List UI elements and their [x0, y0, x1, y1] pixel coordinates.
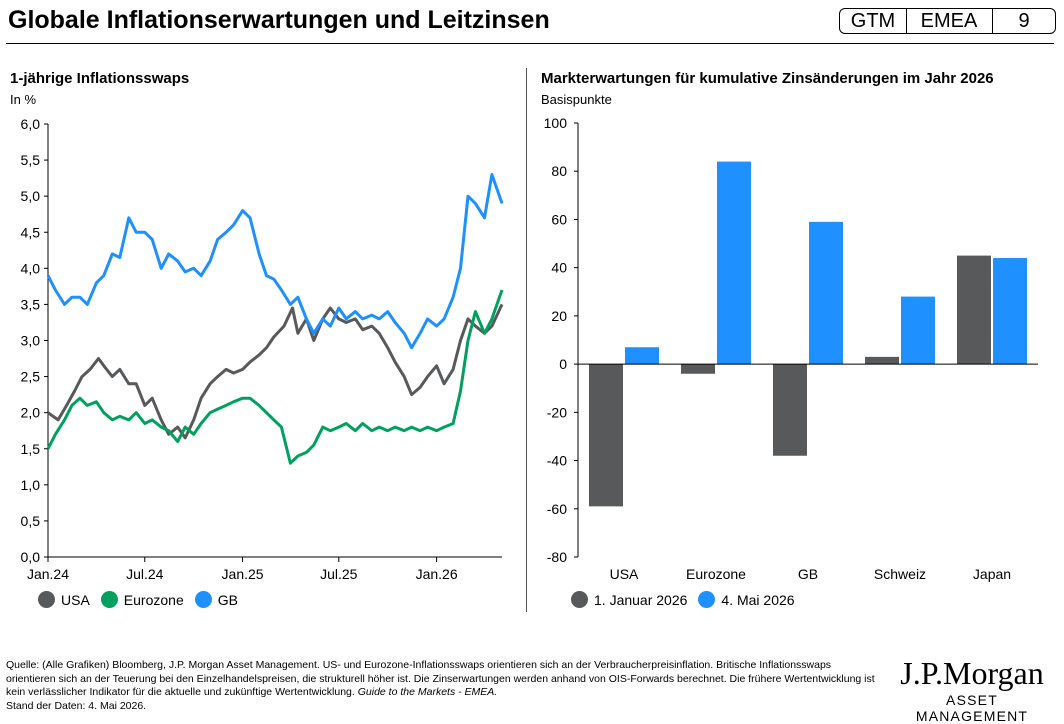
right-chart-title: Markterwartungen für kumulative Zinsände… — [541, 70, 994, 87]
right-y-tick-label: 0 — [559, 356, 567, 372]
left-y-tick-label: 1,5 — [21, 441, 41, 457]
legend-item-jan: 1. Januar 2026 — [571, 591, 687, 608]
legend-swatch-jan — [571, 591, 588, 608]
jpmorgan-logo: J.P.Morgan ASSET MANAGEMENT — [892, 656, 1052, 724]
legend-swatch-gb — [194, 591, 212, 608]
series-line-eurozone — [46, 289, 504, 465]
series-line-gb — [46, 173, 504, 350]
bar-eurozone-may — [717, 161, 751, 365]
footer-date: Stand der Daten: 4. Mai 2026. — [6, 699, 147, 712]
right-x-tick-label: GB — [798, 566, 818, 582]
left-chart-unit: In % — [10, 92, 37, 107]
bar-japan-jan — [957, 255, 991, 365]
badge-gtm: GTM — [839, 8, 907, 34]
bar-gb-jan — [773, 364, 807, 456]
right-x-tick-label: Japan — [973, 566, 1011, 582]
right-y-tick-label: 60 — [551, 211, 567, 227]
logo-wordmark: J.P.Morgan — [900, 655, 1044, 691]
left-y-tick-label: 2,5 — [21, 369, 41, 385]
right-chart-unit: Basispunkte — [541, 92, 612, 107]
legend-item-may: 4. Mai 2026 — [698, 591, 795, 608]
legend-label-may: 4. Mai 2026 — [721, 591, 795, 608]
left-y-tick-label: 3,0 — [21, 333, 41, 349]
left-y-tick-label: 2,0 — [21, 405, 41, 421]
footer-source: Quelle: (Alle Grafiken) Bloomberg, J.P. … — [6, 659, 875, 698]
footer-guide: Guide to the Markets - EMEA. — [357, 686, 498, 698]
right-y-tick-label: 40 — [551, 260, 567, 276]
left-y-tick-label: 4,5 — [21, 224, 41, 240]
footer-notes: Quelle: (Alle Grafiken) Bloomberg, J.P. … — [6, 659, 876, 713]
bar-schweiz-jan — [865, 356, 899, 365]
badge-page-number: 9 — [992, 8, 1056, 34]
bar-japan-may — [993, 258, 1027, 365]
left-y-tick-label: 4,0 — [21, 260, 41, 276]
bar-schweiz-may — [901, 296, 935, 365]
legend-label-usa: USA — [61, 591, 90, 608]
right-y-tick-label: 100 — [544, 115, 568, 131]
legend-item-usa: USA — [38, 591, 90, 608]
right-x-tick-label: Schweiz — [874, 566, 926, 582]
bar-eurozone-jan — [681, 364, 715, 374]
bar-usa-jan — [589, 364, 623, 507]
legend-label-gb: GB — [217, 591, 238, 608]
left-y-tick-label: 5,0 — [21, 188, 41, 204]
left-x-tick-label: Jan.24 — [27, 566, 69, 582]
left-y-tick-label: 6,0 — [21, 116, 41, 132]
left-chart-title: 1-jährige Inflationsswaps — [10, 70, 190, 87]
logo-subline: ASSET MANAGEMENT — [915, 692, 1029, 724]
left-y-tick-label: 0,0 — [21, 549, 41, 565]
right-x-tick-label: Eurozone — [686, 566, 746, 582]
right-y-tick-label: 20 — [551, 308, 567, 324]
left-x-tick-label: Jan.26 — [416, 566, 458, 582]
legend-swatch-eurozone — [100, 591, 118, 608]
right-y-tick-label: 80 — [551, 163, 567, 179]
left-y-tick-label: 1,0 — [21, 477, 41, 493]
legend-label-jan: 1. Januar 2026 — [594, 591, 688, 608]
right-y-tick-label: -20 — [547, 404, 567, 420]
left-legend: USA Eurozone GB — [38, 591, 249, 608]
title-rule — [6, 43, 1054, 44]
left-y-tick-label: 5,5 — [21, 152, 41, 168]
legend-item-gb: GB — [194, 591, 238, 608]
page-title: Globale Inflationserwartungen und Leitzi… — [8, 6, 550, 34]
legend-swatch-usa — [38, 591, 55, 608]
left-y-tick-label: 3,5 — [21, 296, 41, 312]
left-x-tick-label: Jul.24 — [126, 566, 164, 582]
legend-label-eurozone: Eurozone — [123, 591, 184, 608]
chart-divider — [526, 68, 527, 612]
legend-item-eurozone: Eurozone — [100, 591, 184, 608]
left-x-tick-label: Jul.25 — [320, 566, 358, 582]
right-y-tick-label: -40 — [547, 453, 567, 469]
right-y-tick-label: -80 — [547, 549, 567, 565]
right-y-tick-label: -60 — [547, 501, 567, 517]
right-legend: 1. Januar 2026 4. Mai 2026 — [571, 591, 806, 608]
left-y-tick-label: 0,5 — [21, 513, 41, 529]
series-line-usa — [47, 303, 504, 440]
left-x-tick-label: Jan.25 — [222, 566, 264, 582]
bar-usa-may — [625, 347, 659, 365]
legend-swatch-may — [698, 591, 716, 608]
right-x-tick-label: USA — [610, 566, 639, 582]
bar-gb-may — [809, 221, 843, 365]
